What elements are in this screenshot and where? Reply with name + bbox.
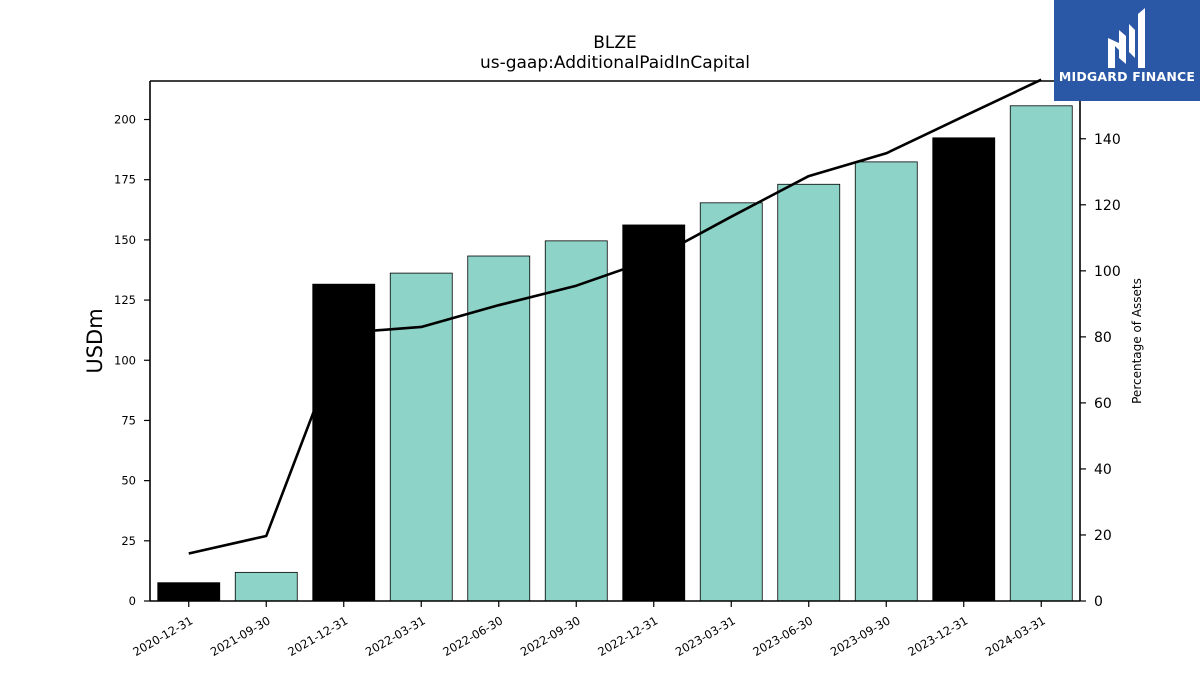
y-axis-label: USDm	[83, 308, 107, 373]
y-tick-label: 75	[121, 413, 136, 427]
y-tick-label: 200	[114, 113, 136, 127]
y-tick-label: 125	[114, 293, 136, 307]
x-tick-label: 2022-09-30	[518, 613, 583, 659]
y2-tick-label: 40	[1094, 462, 1112, 478]
x-tick-label: 2020-12-31	[130, 613, 195, 659]
x-tick-label: 2023-03-31	[673, 613, 738, 659]
y2-tick-label: 80	[1094, 330, 1112, 346]
bar-2021-12-31	[312, 283, 376, 602]
bars-group	[157, 105, 1073, 602]
chart-title: BLZE	[593, 33, 637, 53]
y-tick-label: 25	[121, 534, 136, 548]
logo-text: MIDGARD FINANCE	[1058, 69, 1196, 84]
bar-2023-06-30	[777, 183, 841, 602]
y2-axis-label: Percentage of Assets	[1130, 278, 1144, 404]
x-tick-label: 2022-12-31	[595, 613, 660, 659]
x-tick-label: 2023-06-30	[750, 613, 815, 659]
y-tick-label: 175	[114, 173, 136, 187]
bar-2021-09-30	[234, 571, 298, 602]
bar-2022-03-31	[389, 272, 453, 602]
y2-tick-label: 140	[1094, 132, 1121, 148]
bar-2023-03-31	[699, 202, 763, 602]
x-tick-label: 2021-12-31	[285, 613, 350, 659]
bar-2024-03-31	[1009, 105, 1073, 602]
y-tick-label: 50	[121, 474, 136, 488]
bar-2023-12-31	[932, 137, 996, 602]
line-group	[188, 78, 1042, 555]
x-tick-label: 2022-06-30	[440, 613, 505, 659]
y-tick-label: 150	[114, 233, 136, 247]
x-tick-label: 2023-09-30	[828, 613, 893, 659]
y-tick-label: 0	[129, 594, 136, 608]
x-tick-label: 2023-12-31	[905, 613, 970, 659]
y2-tick-label: 100	[1094, 264, 1121, 280]
bar-2023-09-30	[854, 161, 918, 602]
bar-2020-12-31	[157, 582, 221, 602]
logo-mark-icon	[1108, 8, 1145, 68]
y2-tick-label: 60	[1094, 396, 1112, 412]
bar-2022-06-30	[467, 255, 531, 602]
line-series	[188, 78, 1042, 555]
midgard-finance-logo: MIDGARD FINANCE	[1054, 0, 1200, 101]
x-tick-label: 2022-03-31	[363, 613, 428, 659]
y2-tick-label: 0	[1094, 594, 1103, 610]
y-tick-label: 100	[114, 353, 136, 367]
bar-2022-09-30	[544, 240, 608, 602]
y2-tick-label: 20	[1094, 528, 1112, 544]
x-tick-label: 2021-09-30	[208, 613, 273, 659]
chart-subtitle: us-gaap:AdditionalPaidInCapital	[480, 53, 750, 73]
x-tick-label: 2024-03-31	[983, 613, 1048, 659]
y2-tick-label: 120	[1094, 198, 1121, 214]
bar-2022-12-31	[622, 224, 686, 602]
